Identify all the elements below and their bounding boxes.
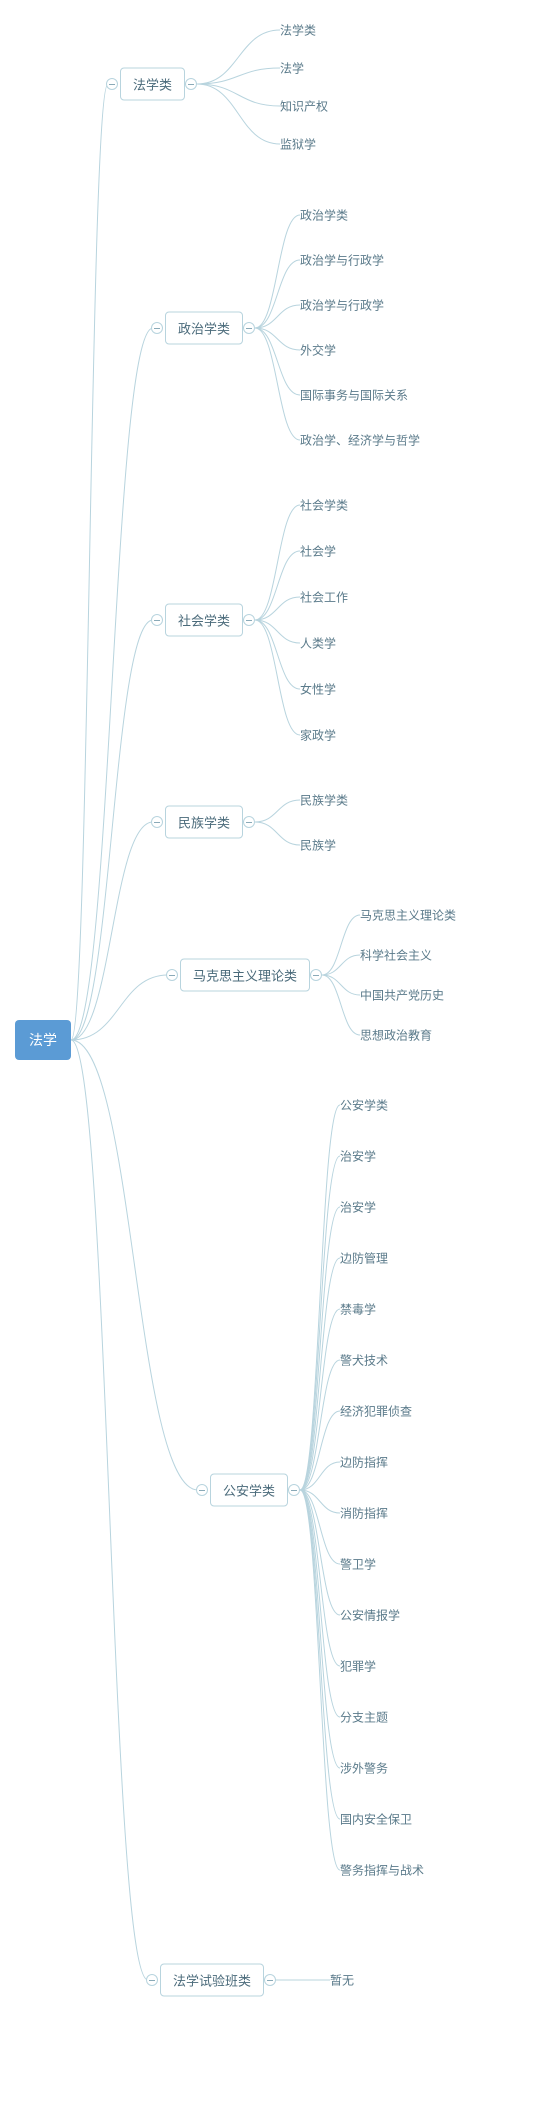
leaf-gongan-1: 治安学: [340, 1146, 376, 1167]
root-node: 法学: [15, 1020, 71, 1060]
expand-shiyan[interactable]: [264, 1974, 276, 1986]
expand-faxue[interactable]: [185, 78, 197, 90]
leaf-shehui-4: 女性学: [300, 679, 336, 700]
leaf-zhengzhi-2: 政治学与行政学: [300, 295, 384, 316]
category-shehui: 社会学类: [165, 604, 243, 637]
leaf-gongan-10: 公安情报学: [340, 1605, 400, 1626]
leaf-zhengzhi-0: 政治学类: [300, 205, 348, 226]
leaf-shehui-0: 社会学类: [300, 495, 348, 516]
category-zhengzhi: 政治学类: [165, 312, 243, 345]
leaf-makesi-1: 科学社会主义: [360, 945, 432, 966]
toggle-minzu[interactable]: [151, 816, 163, 828]
leaf-gongan-14: 国内安全保卫: [340, 1809, 412, 1830]
leaf-shehui-3: 人类学: [300, 633, 336, 654]
leaf-gongan-9: 警卫学: [340, 1554, 376, 1575]
leaf-shehui-2: 社会工作: [300, 587, 348, 608]
mindmap-canvas: 法学法学类政治学类社会学类民族学类马克思主义理论类公安学类法学试验班类法学类法学…: [0, 0, 549, 2103]
expand-shehui[interactable]: [243, 614, 255, 626]
toggle-shehui[interactable]: [151, 614, 163, 626]
leaf-gongan-4: 禁毒学: [340, 1299, 376, 1320]
toggle-makesi[interactable]: [166, 969, 178, 981]
leaf-zhengzhi-3: 外交学: [300, 340, 336, 361]
leaf-shiyan-0: 暂无: [330, 1970, 354, 1991]
leaf-zhengzhi-5: 政治学、经济学与哲学: [300, 430, 420, 451]
leaf-makesi-2: 中国共产党历史: [360, 985, 444, 1006]
expand-minzu[interactable]: [243, 816, 255, 828]
leaf-gongan-8: 消防指挥: [340, 1503, 388, 1524]
toggle-shiyan[interactable]: [146, 1974, 158, 1986]
leaf-faxue-1: 法学: [280, 58, 304, 79]
leaf-zhengzhi-4: 国际事务与国际关系: [300, 385, 408, 406]
leaf-faxue-2: 知识产权: [280, 96, 328, 117]
expand-makesi[interactable]: [310, 969, 322, 981]
leaf-gongan-7: 边防指挥: [340, 1452, 388, 1473]
leaf-makesi-0: 马克思主义理论类: [360, 905, 456, 926]
expand-zhengzhi[interactable]: [243, 322, 255, 334]
leaf-gongan-12: 分支主题: [340, 1707, 388, 1728]
leaf-shehui-1: 社会学: [300, 541, 336, 562]
leaf-gongan-0: 公安学类: [340, 1095, 388, 1116]
leaf-gongan-15: 警务指挥与战术: [340, 1860, 424, 1881]
leaf-faxue-0: 法学类: [280, 20, 316, 41]
leaf-gongan-3: 边防管理: [340, 1248, 388, 1269]
edge-layer: [0, 0, 549, 2103]
category-faxue: 法学类: [120, 68, 185, 101]
category-minzu: 民族学类: [165, 806, 243, 839]
leaf-makesi-3: 思想政治教育: [360, 1025, 432, 1046]
toggle-gongan[interactable]: [196, 1484, 208, 1496]
category-shiyan: 法学试验班类: [160, 1964, 264, 1997]
leaf-minzu-1: 民族学: [300, 835, 336, 856]
leaf-gongan-2: 治安学: [340, 1197, 376, 1218]
toggle-faxue[interactable]: [106, 78, 118, 90]
expand-gongan[interactable]: [288, 1484, 300, 1496]
leaf-faxue-3: 监狱学: [280, 134, 316, 155]
leaf-gongan-6: 经济犯罪侦查: [340, 1401, 412, 1422]
leaf-gongan-11: 犯罪学: [340, 1656, 376, 1677]
leaf-shehui-5: 家政学: [300, 725, 336, 746]
leaf-gongan-13: 涉外警务: [340, 1758, 388, 1779]
toggle-zhengzhi[interactable]: [151, 322, 163, 334]
leaf-gongan-5: 警犬技术: [340, 1350, 388, 1371]
leaf-minzu-0: 民族学类: [300, 790, 348, 811]
category-gongan: 公安学类: [210, 1474, 288, 1507]
category-makesi: 马克思主义理论类: [180, 959, 310, 992]
leaf-zhengzhi-1: 政治学与行政学: [300, 250, 384, 271]
